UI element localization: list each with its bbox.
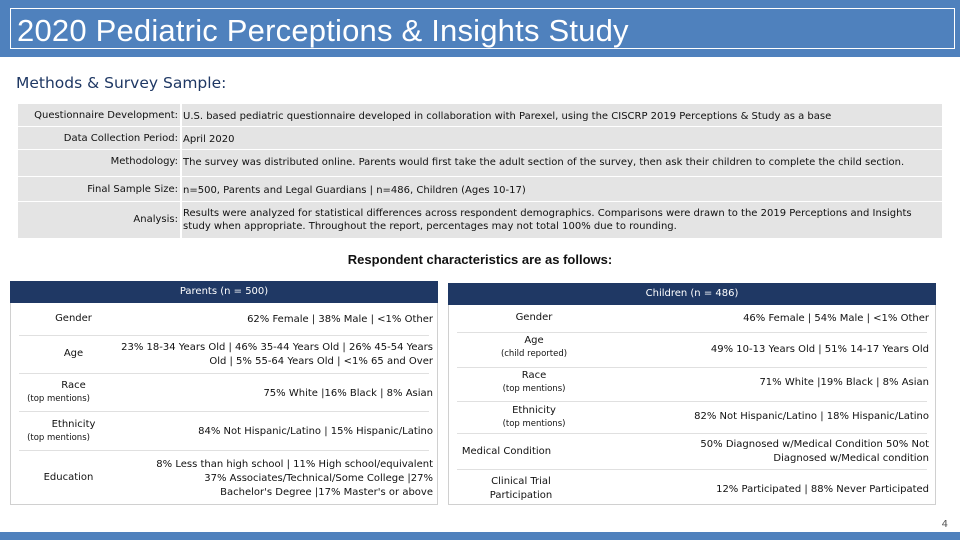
children-value-gender: 46% Female | 54% Male | <1% Other [743,313,929,324]
label-subtext: (top mentions) [502,384,566,394]
methods-row-bg [18,150,942,177]
page-number: 4 [941,519,948,530]
parents-label-age: Age [31,348,116,359]
label-text: Race [521,370,547,381]
methods-label-collection-period: Data Collection Period: [63,133,178,144]
label-text: Gender [515,312,553,323]
row-divider [180,150,182,176]
page-title: 2020 Pediatric Perceptions & Insights St… [17,13,629,48]
label-text: Age [524,335,544,346]
row-separator [19,373,429,374]
label-text: Age [63,348,84,359]
parents-value-age: 23% 18-34 Years Old | 46% 35-44 Years Ol… [121,342,433,367]
label-subtext: (top mentions) [27,394,90,404]
children-value-clinical-trial: 12% Participated | 88% Never Participate… [716,484,929,495]
row-separator [457,469,927,470]
parents-value-ethnicity: 84% Not Hispanic/Latino | 15% Hispanic/L… [198,426,433,437]
methods-row-bg [18,104,942,127]
respondent-heading: Respondent characteristics are as follow… [347,252,613,267]
children-label-clinical-trial: Clinical Trial Participation [476,475,566,503]
children-label-ethnicity: Ethnicity (top mentions) [469,405,599,429]
parents-panel: Parents (n = 500) Gender 62% Female | 38… [10,281,438,505]
row-separator [457,332,927,333]
children-label-gender: Gender [469,312,599,323]
parents-panel-body: Gender 62% Female | 38% Male | <1% Other… [10,303,438,505]
title-frame [10,8,955,49]
row-divider [180,127,182,149]
label-text: Ethnicity [51,419,96,430]
children-value-medical-condition: 50% Diagnosed w/Medical Condition 50% No… [700,439,929,464]
methods-label-analysis: Analysis: [133,214,178,225]
row-separator [457,433,927,434]
children-panel: Children (n = 486) Gender 46% Female | 5… [448,281,936,505]
methods-row-bg [18,127,942,150]
methods-value-analysis: Results were analyzed for statistical di… [183,208,912,232]
methods-value-methodology: The survey was distributed online. Paren… [183,157,905,168]
children-value-ethnicity: 82% Not Hispanic/Latino | 18% Hispanic/L… [694,411,929,422]
label-text: Race [61,380,86,391]
label-text: Ethnicity [512,405,556,416]
row-divider [180,104,182,126]
parents-label-education: Education [26,472,111,483]
methods-value-sample-size: n=500, Parents and Legal Guardians | n=4… [183,185,526,196]
row-divider [180,202,182,238]
methods-heading: Methods & Survey Sample: [16,74,227,92]
children-value-age: 49% 10-13 Years Old | 51% 14-17 Years Ol… [710,344,929,355]
parents-label-gender: Gender [31,313,116,324]
row-divider [180,177,182,201]
label-text: Gender [55,313,92,324]
methods-label-questionnaire: Questionnaire Development: [34,110,178,121]
methods-row-bg [18,177,942,202]
children-value-race: 71% White |19% Black | 8% Asian [759,377,929,388]
children-panel-body: Gender 46% Female | 54% Male | <1% Other… [448,305,936,505]
row-separator [19,450,429,451]
children-panel-header: Children (n = 486) [448,283,936,305]
label-text: Education [43,472,94,483]
parents-value-education: 8% Less than high school | 11% High scho… [156,459,433,498]
title-bar: 2020 Pediatric Perceptions & Insights St… [0,0,960,57]
label-text: Medical Condition [461,446,552,457]
methods-label-methodology: Methodology: [110,156,178,167]
children-label-age: Age (child reported) [469,335,599,359]
row-separator [19,335,429,336]
row-separator [19,411,429,412]
methods-label-sample-size: Final Sample Size: [87,184,178,195]
footer-bar [0,532,960,540]
parents-label-race: Race (top mentions) [27,380,116,404]
label-subtext: (top mentions) [27,433,90,443]
label-subtext: (child reported) [500,349,568,359]
children-label-race: Race (top mentions) [469,370,599,394]
methods-value-collection-period: April 2020 [183,134,235,145]
parents-value-gender: 62% Female | 38% Male | <1% Other [247,314,433,325]
parents-label-ethnicity: Ethnicity (top mentions) [27,419,116,443]
row-separator [457,401,927,402]
children-label-medical-condition: Medical Condition [449,446,564,457]
parents-value-race: 75% White |16% Black | 8% Asian [263,388,433,399]
label-text: Clinical Trial Participation [489,476,553,501]
methods-value-questionnaire: U.S. based pediatric questionnaire devel… [183,111,832,122]
methods-row-bg [18,202,942,239]
label-subtext: (top mentions) [502,419,566,429]
parents-panel-header: Parents (n = 500) [10,281,438,303]
row-separator [457,367,927,368]
